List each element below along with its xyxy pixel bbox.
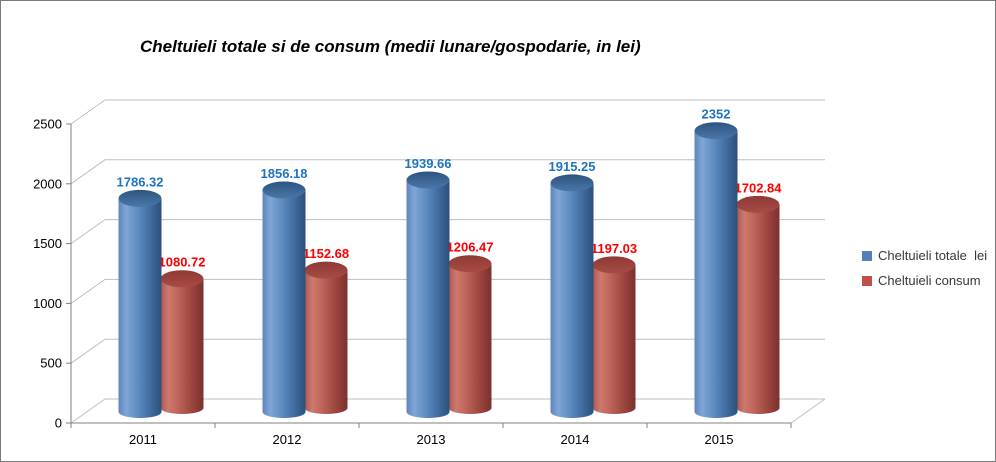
- cylinder-body: [160, 278, 204, 408]
- y-axis-label: 0: [55, 416, 62, 431]
- chart-title: Cheltuieli totale si de consum (medii lu…: [140, 37, 641, 56]
- data-label: 1080.72: [159, 255, 206, 270]
- y-axis-label: 1000: [33, 296, 62, 311]
- data-label: 1152.68: [303, 246, 349, 261]
- x-axis-label: 2013: [417, 432, 446, 447]
- x-axis-label: 2011: [129, 432, 157, 447]
- y-axis-label: 2000: [33, 176, 62, 191]
- cylinder-bar: [736, 195, 780, 414]
- data-label: 1939.66: [405, 156, 452, 171]
- data-label: 1197.03: [591, 241, 637, 256]
- cylinder-top: [592, 256, 636, 274]
- cylinder-body: [736, 204, 780, 408]
- cylinder-top: [160, 270, 204, 288]
- data-label: 1702.84: [735, 180, 783, 195]
- cylinder-body: [592, 264, 636, 408]
- y-axis-label: 1500: [33, 236, 62, 251]
- cylinder-bar: [160, 270, 204, 414]
- cylinder-body: [406, 180, 450, 412]
- data-label: 1206.47: [447, 240, 494, 255]
- x-axis-label: 2014: [561, 432, 590, 447]
- legend-item-consum: Cheltuieli consum: [862, 273, 987, 288]
- x-axis-label: 2012: [273, 432, 302, 447]
- data-label: 1915.25: [549, 159, 596, 174]
- cylinder-body: [694, 130, 738, 412]
- cylinder-top: [694, 122, 738, 140]
- cylinder-bar: [406, 171, 450, 418]
- cylinder-top: [118, 189, 162, 207]
- cylinder-bar: [262, 181, 306, 418]
- data-label: 1856.18: [261, 166, 308, 181]
- gridline: [70, 99, 825, 125]
- legend-label-consum: Cheltuieli consum: [878, 273, 981, 288]
- cylinder-top: [406, 171, 450, 189]
- legend-swatch-totale: [862, 250, 872, 261]
- legend: Cheltuieli totale lei Cheltuieli consum: [862, 248, 987, 298]
- cylinder-top: [262, 181, 306, 199]
- data-label: 2352: [702, 107, 731, 122]
- cylinder-top: [304, 261, 348, 279]
- legend-label-totale: Cheltuieli totale lei: [878, 248, 988, 263]
- cylinder-body: [448, 263, 492, 408]
- y-axis-label: 500: [40, 356, 62, 371]
- y-axis-label: 2500: [33, 117, 62, 132]
- cylinder-body: [304, 270, 348, 408]
- cylinder-body: [550, 182, 594, 412]
- cylinder-top: [550, 174, 594, 192]
- cylinder-bar: [118, 189, 162, 418]
- cylinder-bar: [304, 261, 348, 414]
- legend-item-totale: Cheltuieli totale lei: [862, 248, 987, 263]
- x-axis-label: 2015: [705, 432, 734, 447]
- cylinder-bar: [550, 174, 594, 418]
- legend-swatch-consum: [862, 275, 872, 286]
- gridline: [70, 159, 825, 185]
- cylinder-bar: [694, 122, 738, 418]
- cylinder-bar: [448, 255, 492, 414]
- cylinder-bar: [592, 256, 636, 414]
- data-label: 1786.32: [117, 174, 164, 189]
- cylinder-body: [118, 198, 162, 412]
- cylinder-body: [262, 190, 306, 412]
- cylinder-top: [736, 195, 780, 213]
- cylinder-top: [448, 255, 492, 273]
- floor-right-edge: [790, 398, 826, 424]
